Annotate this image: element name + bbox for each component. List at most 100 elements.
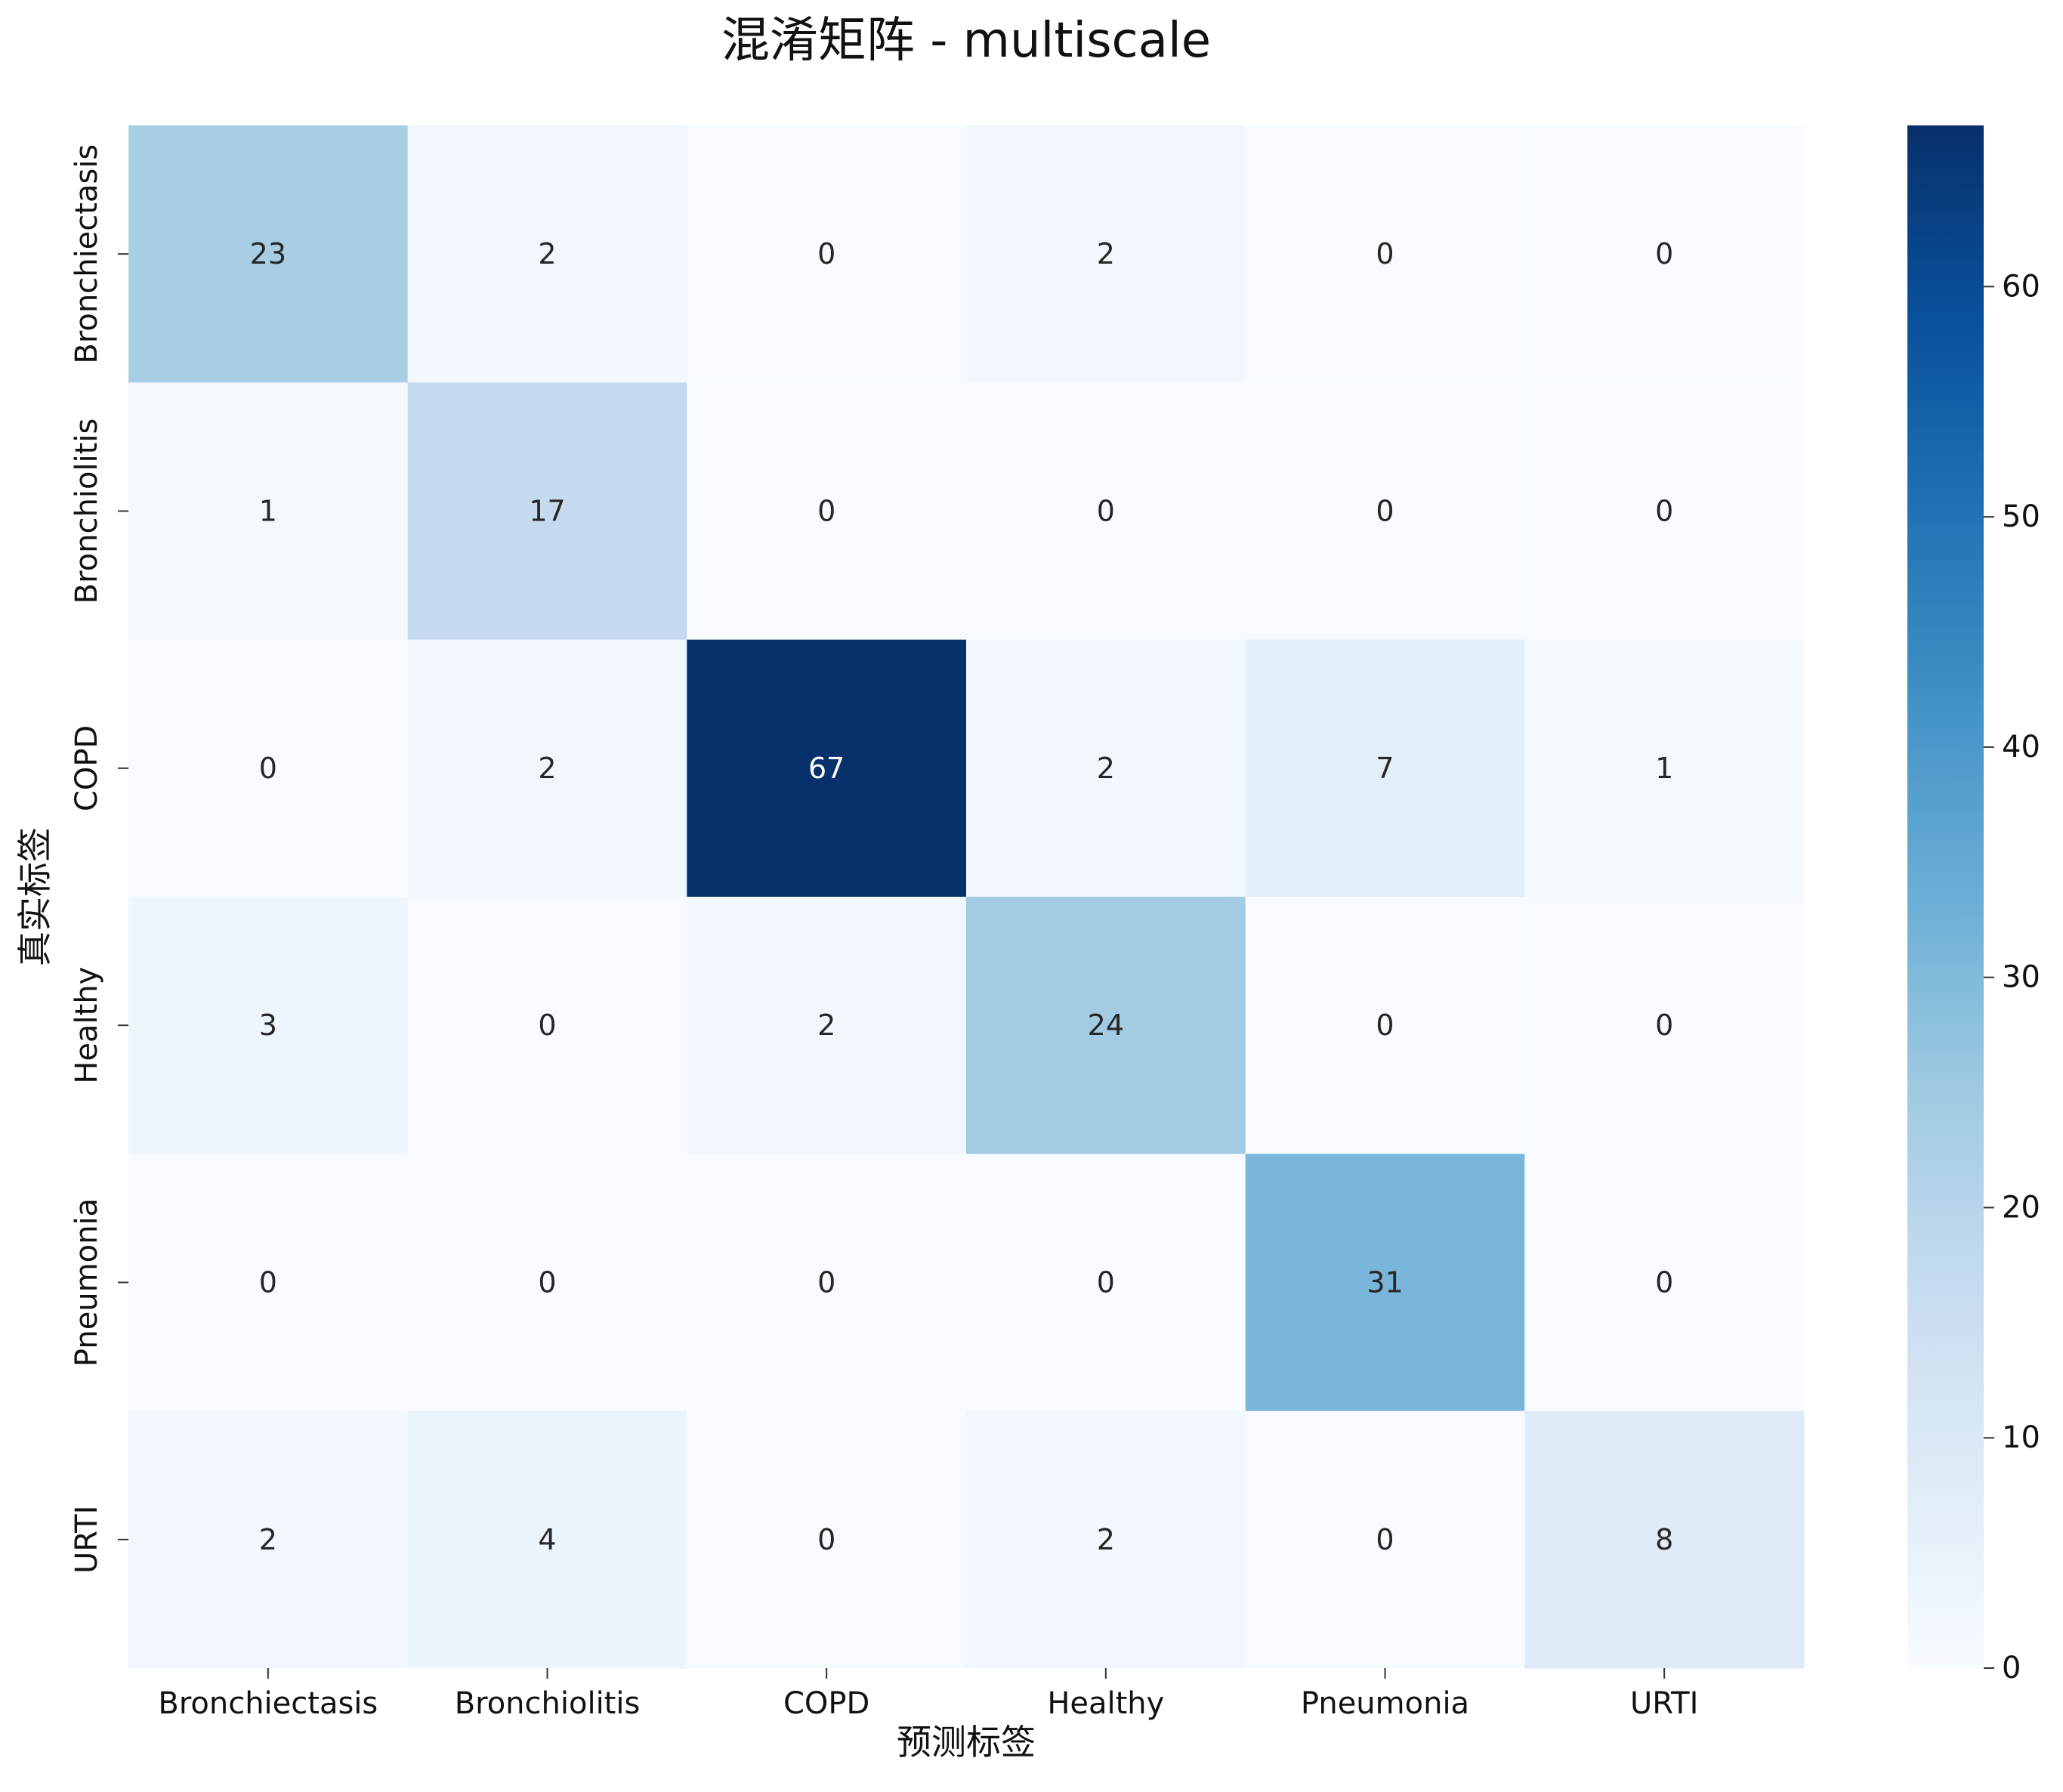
heatmap-cell [407, 382, 687, 641]
heatmap-cell [128, 897, 409, 1154]
cell-annotations: 23 2 0 2 0 01 17 0 0 0 00 2 67 2 7 13 0 2 24 0 00 0 0 0 31 02 4 0 2 0… [250, 237, 1674, 1556]
heatmap-cell [687, 125, 967, 383]
heatmap-cell [407, 1410, 687, 1669]
cell-value-label: 0 [1655, 237, 1673, 270]
cell-value-label: 31 [1367, 1266, 1403, 1299]
colorbar-tick-label: 10 [2002, 1420, 2040, 1455]
cell-value-label: 23 [250, 237, 286, 270]
colorbar-tick-label: 0 [2002, 1651, 2021, 1685]
x-tick-label: Pneumonia [1301, 1686, 1469, 1721]
cell-value-label: 0 [259, 752, 277, 785]
colorbar-ticks: 0 10 20 30 40 50 60 [1984, 269, 2040, 1685]
cell-value-label: 0 [538, 1009, 556, 1042]
colorbar-tick-label: 40 [2002, 730, 2040, 765]
y-tick-label: COPD [69, 725, 104, 811]
cell-value-label: 24 [1088, 1009, 1124, 1042]
heatmap-cell [687, 1154, 967, 1412]
heatmap-cell [687, 897, 967, 1154]
colorbar-tick-label: 30 [2002, 960, 2040, 995]
heatmap-cell [407, 125, 687, 383]
heatmap-cell [966, 382, 1246, 641]
heatmap-cell [966, 1154, 1246, 1412]
y-tick-label: Pneumonia [69, 1198, 104, 1367]
heatmap-cell [1524, 125, 1805, 383]
heatmap-cell [1245, 125, 1525, 383]
cell-value-label: 0 [1376, 1523, 1394, 1556]
cell-value-label: 0 [1655, 1266, 1673, 1299]
cell-value-label: 4 [538, 1523, 556, 1556]
heatmap-cell [1245, 382, 1525, 641]
heatmap-cell [687, 1410, 967, 1669]
cell-value-label: 0 [1097, 495, 1115, 528]
cell-value-label: 0 [259, 1266, 277, 1299]
cell-value-label: 0 [1655, 495, 1673, 528]
cell-value-label: 0 [538, 1266, 556, 1299]
cell-value-label: 17 [529, 495, 565, 528]
cell-value-label: 0 [1376, 495, 1394, 528]
cell-value-label: 2 [1097, 237, 1115, 270]
cell-value-label: 0 [817, 495, 835, 528]
cell-value-label: 0 [1376, 1009, 1394, 1042]
heatmap-cell [128, 125, 409, 383]
y-axis: Bronchiectasis Bronchiolitis COPD Healthy Pn… [69, 144, 128, 1574]
cell-value-label: 0 [817, 1266, 835, 1299]
x-axis-label: 预测标签 [897, 1722, 1036, 1763]
x-tick-label: Healthy [1047, 1686, 1164, 1721]
cell-value-label: 1 [259, 495, 277, 528]
cell-value-label: 0 [1376, 237, 1394, 270]
colorbar-tick-label: 60 [2002, 269, 2040, 304]
cell-value-label: 0 [1097, 1266, 1115, 1299]
heatmap-cell [128, 1154, 409, 1412]
heatmap-cell [1524, 382, 1805, 641]
colorbar: 0 10 20 30 40 50 60 [1907, 125, 2040, 1685]
cell-value-label: 2 [817, 1009, 835, 1042]
heatmap-cell [1245, 639, 1525, 898]
cell-value-label: 67 [808, 752, 845, 785]
cell-value-label: 2 [538, 752, 556, 785]
colorbar-gradient [1907, 125, 1984, 1668]
y-tick-label: Healthy [69, 967, 104, 1084]
heatmap-cell [128, 639, 409, 898]
colorbar-tick-label: 20 [2002, 1190, 2040, 1225]
colorbar-tick-label: 50 [2002, 499, 2040, 534]
chart-title: 混淆矩阵 - multiscale [721, 13, 1211, 69]
cell-value-label: 1 [1655, 752, 1673, 785]
heatmap-cell [966, 897, 1246, 1154]
cell-value-label: 0 [817, 1523, 835, 1556]
cell-value-label: 2 [1097, 1523, 1115, 1556]
heatmap-cells [128, 125, 1805, 1669]
heatmap-cell [128, 382, 409, 641]
x-axis: Bronchiectasis Bronchiolitis COPD Healthy Pn… [158, 1668, 1698, 1721]
y-tick-label: Bronchiectasis [69, 144, 104, 364]
cell-value-label: 2 [1097, 752, 1115, 785]
heatmap-cell [407, 639, 687, 898]
cell-value-label: 3 [259, 1009, 277, 1042]
heatmap-cell [966, 639, 1246, 898]
cell-value-label: 0 [817, 237, 835, 270]
cell-value-label: 2 [538, 237, 556, 270]
y-tick-label: Bronchiolitis [69, 419, 104, 604]
x-tick-label: URTI [1630, 1686, 1698, 1721]
y-axis-label: 真实标签 [14, 827, 55, 966]
x-tick-label: Bronchiectasis [158, 1686, 378, 1721]
heatmap-cell [1524, 1410, 1805, 1669]
y-tick-label: URTI [69, 1506, 104, 1574]
heatmap-cell [1524, 639, 1805, 898]
cell-value-label: 2 [259, 1523, 277, 1556]
heatmap-cell [1245, 1154, 1525, 1412]
heatmap-cell [687, 639, 967, 898]
heatmap-cell [1524, 1154, 1805, 1412]
heatmap-cell [407, 897, 687, 1154]
heatmap-cell [687, 382, 967, 641]
heatmap-cell [966, 125, 1246, 383]
heatmap-cell [128, 1410, 409, 1669]
x-tick-label: COPD [783, 1686, 869, 1721]
heatmap-cell [407, 1154, 687, 1412]
x-tick-label: Bronchiolitis [455, 1686, 641, 1721]
cell-value-label: 7 [1376, 752, 1394, 785]
heatmap-cell [1245, 1410, 1525, 1669]
heatmap-cell [966, 1410, 1246, 1669]
heatmap-cell [1245, 897, 1525, 1154]
heatmap-cell [1524, 897, 1805, 1154]
